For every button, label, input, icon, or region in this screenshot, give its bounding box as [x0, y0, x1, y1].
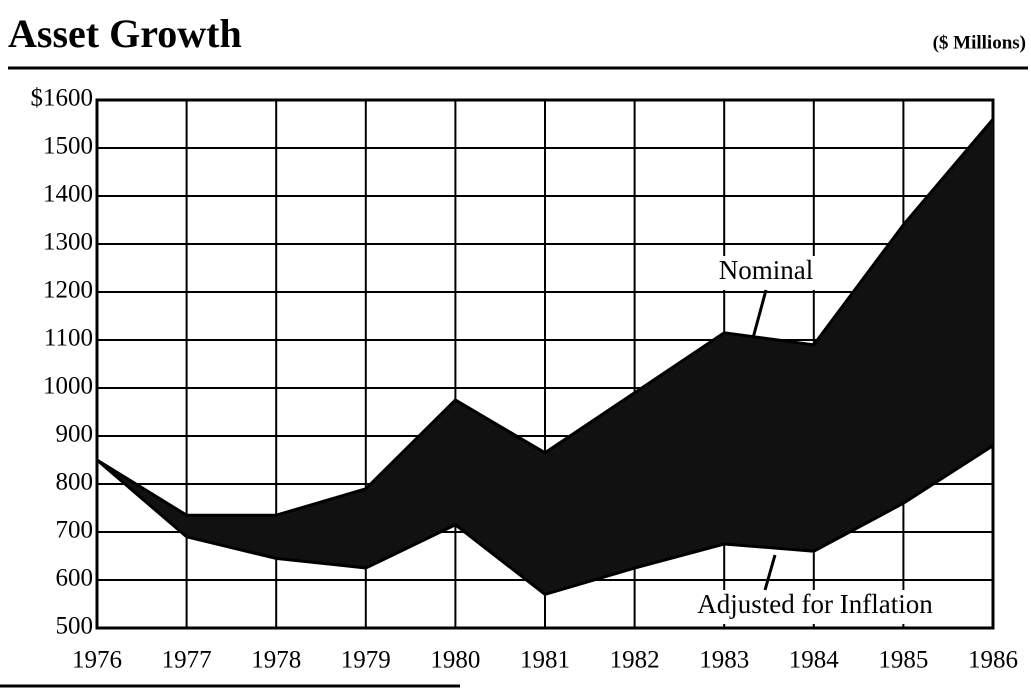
x-tick-label: 1979	[341, 647, 391, 674]
y-tick-label: 1500	[43, 133, 93, 160]
x-tick-label: 1978	[251, 647, 301, 674]
y-tick-label: 500	[56, 613, 94, 640]
x-tick-label: 1977	[162, 647, 212, 674]
y-tick-label: $1600	[31, 85, 94, 112]
x-tick-label: 1983	[699, 647, 749, 674]
y-tick-label: 600	[56, 565, 94, 592]
y-tick-label: 1000	[43, 373, 93, 400]
y-tick-label: 800	[56, 469, 94, 496]
x-tick-label: 1984	[789, 647, 840, 674]
band-fill	[97, 119, 993, 595]
series-line	[96, 444, 994, 597]
label-bg	[660, 590, 970, 624]
x-tick-label: 1985	[878, 647, 928, 674]
series-label: Nominal	[719, 255, 814, 285]
y-tick-label: 1400	[43, 181, 93, 208]
pointer	[763, 554, 777, 591]
x-tick-label: 1986	[968, 647, 1018, 674]
chart-title: Asset Growth	[8, 11, 242, 56]
y-tick-label: 1200	[43, 277, 93, 304]
y-tick-label: 1100	[44, 325, 93, 352]
pointer	[751, 289, 768, 339]
label-bg	[704, 256, 828, 290]
y-tick-label: 900	[56, 421, 94, 448]
x-tick-label: 1976	[72, 647, 122, 674]
series-line	[96, 118, 995, 517]
x-tick-label: 1981	[520, 647, 570, 674]
x-tick-label: 1980	[430, 647, 480, 674]
chart-subtitle: ($ Millions)	[933, 32, 1026, 53]
x-tick-label: 1982	[610, 647, 660, 674]
y-tick-label: 1300	[43, 229, 93, 256]
series-label: Adjusted for Inflation	[697, 589, 933, 619]
y-tick-label: 700	[56, 517, 94, 544]
